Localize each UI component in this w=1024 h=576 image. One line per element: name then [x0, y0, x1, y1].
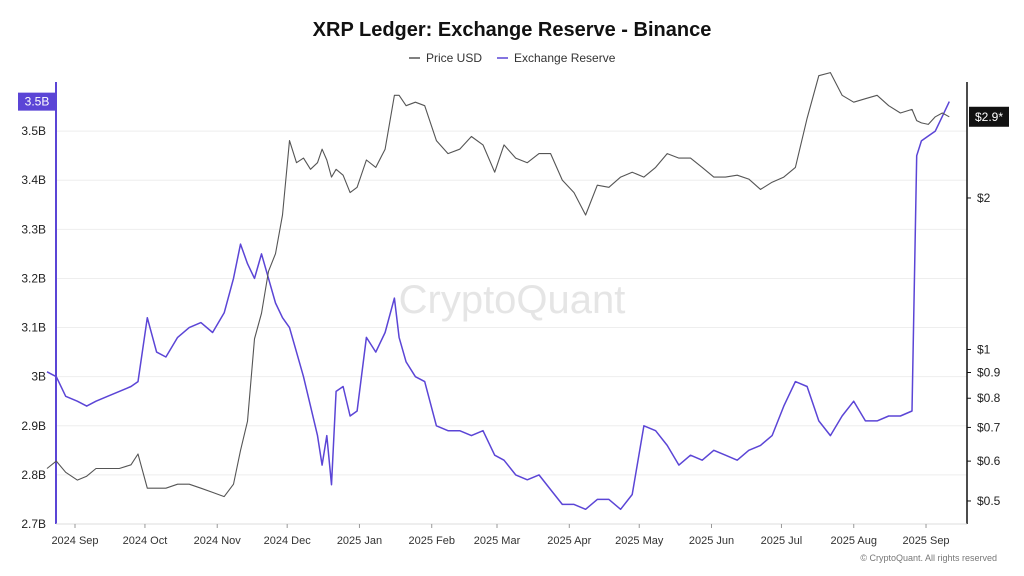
- reserve-line: [46, 101, 950, 511]
- x-tick-label: 2025 Feb: [408, 535, 454, 547]
- legend-price-label: Price USD: [426, 51, 482, 65]
- left-value-badge: [18, 92, 56, 111]
- chart-title: XRP Ledger: Exchange Reserve - Binance: [313, 19, 712, 41]
- x-tick-label: 2025 Jul: [761, 535, 803, 547]
- left-tick-label: 3B: [31, 370, 46, 384]
- badges: 3.5B $2.9*: [18, 92, 1009, 127]
- x-tick-label: 2025 Aug: [830, 535, 877, 547]
- x-tick-label: 2024 Sep: [51, 535, 98, 547]
- left-tick-label: 2.8B: [21, 468, 46, 482]
- x-tick-label: 2025 Sep: [902, 535, 949, 547]
- series-layer: [46, 72, 950, 511]
- x-axis: 2024 Sep 2024 Oct 2024 Nov 2024 Dec 2025 Jan…: [51, 523, 967, 547]
- left-tick-label: 3.1B: [21, 321, 46, 335]
- left-tick-label: 3.3B: [21, 222, 46, 236]
- left-tick-label: 2.9B: [21, 419, 46, 433]
- left-tick-label: 3.4B: [21, 173, 46, 187]
- legend: Price USD Exchange Reserve: [409, 51, 616, 65]
- x-tick-label: 2025 Apr: [547, 535, 591, 547]
- left-axis: 2.7B 2.8B 2.9B 3B 3.1B 3.2B 3.3B 3.4B 3.5B: [21, 82, 57, 531]
- right-tick-label: $0.8: [977, 391, 1001, 405]
- credit-text: © CryptoQuant. All rights reserved: [860, 553, 997, 563]
- legend-reserve-label: Exchange Reserve: [514, 51, 616, 65]
- right-tick-label: $1: [977, 342, 991, 356]
- x-tick-label: 2025 Jan: [337, 535, 382, 547]
- right-value-badge: [969, 106, 1009, 127]
- right-tick-label: $0.9: [977, 366, 1001, 380]
- right-tick-label: $2: [977, 191, 991, 205]
- right-tick-label: $0.6: [977, 454, 1001, 468]
- price-line: [46, 72, 950, 498]
- x-tick-label: 2025 May: [615, 535, 664, 547]
- x-tick-label: 2025 Jun: [689, 535, 734, 547]
- right-tick-label: $0.7: [977, 420, 1001, 434]
- left-tick-label: 3.5B: [21, 124, 46, 138]
- left-value-badge-label: 3.5B: [25, 95, 50, 109]
- x-tick-label: 2025 Mar: [474, 535, 521, 547]
- right-tick-label: $0.5: [977, 494, 1001, 508]
- x-tick-label: 2024 Dec: [264, 535, 312, 547]
- right-value-badge-label: $2.9*: [975, 110, 1003, 124]
- x-tick-label: 2024 Nov: [194, 535, 242, 547]
- left-tick-label: 3.2B: [21, 271, 46, 285]
- x-tick-label: 2024 Oct: [123, 535, 168, 547]
- watermark: CryptoQuant: [399, 278, 626, 322]
- right-axis: $0.5 $0.6 $0.7 $0.8 $0.9 $1 $2: [966, 82, 1001, 524]
- left-tick-label: 2.7B: [21, 517, 46, 531]
